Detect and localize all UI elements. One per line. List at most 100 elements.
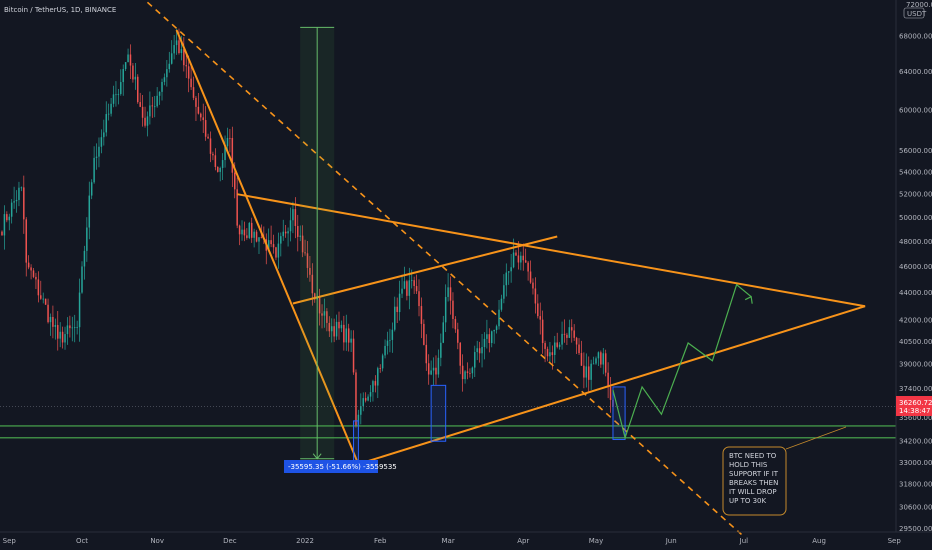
candle-body (381, 355, 384, 369)
candle-body (427, 363, 430, 375)
candle-body (35, 276, 37, 280)
candle-body (425, 344, 428, 364)
candle-body (204, 120, 207, 137)
candle-body (544, 343, 546, 349)
candle-body (250, 222, 253, 238)
candle-body (57, 325, 59, 339)
x-tick-label: Jul (739, 537, 749, 545)
candle-body (120, 82, 122, 94)
candle-body (149, 105, 151, 117)
highlight-box (430, 384, 447, 442)
candle-body (64, 334, 66, 343)
candle-body (197, 106, 200, 114)
candle-body (156, 95, 158, 107)
candle-body (27, 262, 30, 268)
candle-body (146, 116, 149, 126)
candle-body (10, 202, 13, 217)
countdown-label: 14:38:47 (899, 407, 930, 415)
candle-body (134, 76, 137, 80)
candle-body (238, 225, 241, 235)
y-tick-label: 68000.00 (899, 33, 932, 41)
candle-body (183, 49, 185, 66)
candle-body (301, 235, 304, 253)
candle-body (459, 342, 461, 366)
candle-body (578, 344, 580, 354)
candle-body (71, 327, 74, 329)
candle-body (558, 344, 561, 347)
triangle-line (175, 29, 360, 465)
candle-body (369, 392, 372, 397)
candle-body (321, 313, 323, 316)
y-tick-label: 54000.00 (899, 168, 932, 176)
candle-body (532, 282, 534, 289)
candle-body (311, 274, 314, 294)
candle-body (355, 372, 357, 426)
candle-body (161, 81, 163, 92)
candle-body (474, 352, 476, 368)
candle-body (69, 325, 71, 329)
candle-body (272, 244, 275, 248)
symbol-title: Bitcoin / TetherUS, 1D, BINANCE (4, 6, 116, 14)
candle-body (609, 386, 612, 400)
y-tick-label: 64000.00 (899, 68, 932, 76)
candle-body (124, 62, 127, 70)
candle-body (1, 231, 3, 236)
candle-body (187, 66, 190, 79)
candle-body (541, 319, 544, 344)
note-line: HOLD THIS (729, 461, 768, 469)
candle-body (277, 243, 280, 258)
y-tick-label: 60000.00 (899, 106, 932, 114)
candle-body (226, 137, 229, 147)
candle-body (573, 330, 575, 338)
candle-body (527, 262, 529, 272)
y-tick-label: 34200.00 (899, 438, 932, 446)
candle-body (488, 334, 491, 344)
candle-body (52, 316, 54, 327)
y-tick-label: 48000.00 (899, 238, 932, 246)
highlight-box (353, 420, 359, 463)
candle-body (330, 326, 333, 332)
candle-body (287, 231, 289, 234)
candle-body (440, 342, 442, 358)
candle-body (391, 329, 394, 340)
candle-body (292, 209, 294, 221)
candle-body (153, 106, 156, 108)
candle-body (212, 153, 214, 156)
note-callout[interactable]: BTC NEED TO HOLD THIS SUPPORT IF IT BREA… (722, 426, 847, 516)
candle-body (8, 216, 11, 221)
note-line: BTC NEED TO (729, 452, 777, 460)
candle-body (362, 398, 364, 407)
candle-body (137, 76, 139, 103)
candle-body (255, 231, 258, 242)
candle-body (503, 285, 505, 299)
candle-body (384, 345, 386, 356)
measure-readout-label: -35595.35 (-51.66%) -3559535 (288, 463, 397, 471)
candle-body (350, 338, 352, 343)
candle-body (546, 348, 549, 357)
candle-body (243, 229, 246, 236)
candle-body (471, 367, 474, 374)
candle-body (493, 330, 495, 332)
candle-body (585, 366, 588, 378)
y-tick-label: 35600.00 (899, 414, 932, 422)
candle-body (282, 231, 284, 237)
candle-body (563, 333, 566, 335)
candle-body (379, 368, 381, 369)
currency-badge[interactable] (903, 7, 925, 19)
candle-body (299, 235, 301, 237)
y-tick-label: 37400.00 (899, 385, 932, 393)
candle-body (374, 381, 377, 386)
candle-body (168, 63, 171, 70)
candle-body (151, 105, 154, 107)
candle-body (144, 117, 146, 126)
candle-body (340, 324, 343, 329)
candle-body (435, 367, 437, 375)
candle-body (20, 187, 23, 189)
candle-body (587, 366, 590, 380)
candle-body (498, 309, 500, 327)
candle-body (500, 298, 503, 310)
